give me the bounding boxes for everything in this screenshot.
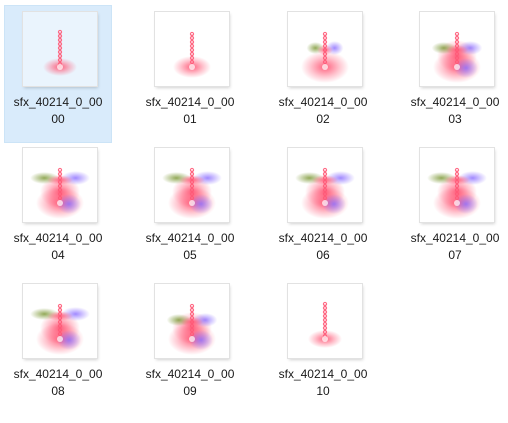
image-thumbnail-icon [420, 148, 494, 222]
file-name[interactable]: sfx_40214_0_00 03 [402, 94, 508, 128]
file-name[interactable]: sfx_40214_0_00 04 [5, 230, 111, 264]
file-item[interactable]: sfx_40214_0_00 00 [4, 5, 112, 143]
file-item[interactable]: sfx_40214_0_00 10 [270, 278, 376, 414]
file-name-line: 07 [448, 248, 462, 262]
file-item[interactable]: sfx_40214_0_00 04 [5, 142, 111, 278]
image-thumbnail-icon [155, 148, 229, 222]
file-item[interactable]: sfx_40214_0_00 02 [270, 6, 376, 142]
file-item[interactable]: sfx_40214_0_00 01 [137, 6, 243, 142]
file-name-line: 05 [183, 248, 197, 262]
file-name-line: sfx_40214_0_00 [410, 231, 500, 245]
file-item[interactable]: sfx_40214_0_00 09 [137, 278, 243, 414]
file-name-line: 04 [51, 248, 65, 262]
image-thumbnail-icon [155, 284, 229, 358]
image-thumbnail-icon [23, 284, 97, 358]
file-name[interactable]: sfx_40214_0_00 00 [5, 94, 111, 128]
image-thumbnail-icon [23, 148, 97, 222]
file-name[interactable]: sfx_40214_0_00 01 [137, 94, 243, 128]
file-name-line: sfx_40214_0_00 [278, 95, 368, 109]
file-item[interactable]: sfx_40214_0_00 07 [402, 142, 508, 278]
image-thumbnail-icon [420, 12, 494, 86]
file-name-line: 01 [183, 112, 197, 126]
image-thumbnail-icon [288, 148, 362, 222]
file-name-line: sfx_40214_0_00 [145, 95, 235, 109]
file-name[interactable]: sfx_40214_0_00 05 [137, 230, 243, 264]
file-name[interactable]: sfx_40214_0_00 06 [270, 230, 376, 264]
image-thumbnail-icon [288, 284, 362, 358]
file-name-line: 03 [448, 112, 462, 126]
file-name[interactable]: sfx_40214_0_00 08 [5, 366, 111, 400]
file-name-line: 06 [316, 248, 330, 262]
image-thumbnail-icon [23, 12, 97, 86]
file-name-line: sfx_40214_0_00 [410, 95, 500, 109]
file-name-line: 00 [51, 112, 65, 126]
file-item[interactable]: sfx_40214_0_00 03 [402, 6, 508, 142]
file-name[interactable]: sfx_40214_0_00 10 [270, 366, 376, 400]
image-thumbnail-icon [155, 12, 229, 86]
file-name-line: 02 [316, 112, 330, 126]
file-name[interactable]: sfx_40214_0_00 02 [270, 94, 376, 128]
file-name-line: sfx_40214_0_00 [278, 231, 368, 245]
file-name-line: sfx_40214_0_00 [145, 231, 235, 245]
file-name-line: 09 [183, 384, 197, 398]
file-name-line: sfx_40214_0_00 [278, 367, 368, 381]
file-name-line: 10 [316, 384, 330, 398]
file-name-line: 08 [51, 384, 65, 398]
file-item[interactable]: sfx_40214_0_00 08 [5, 278, 111, 414]
file-name-line: sfx_40214_0_00 [145, 367, 235, 381]
file-name[interactable]: sfx_40214_0_00 07 [402, 230, 508, 264]
file-name[interactable]: sfx_40214_0_00 09 [137, 366, 243, 400]
image-thumbnail-icon [288, 12, 362, 86]
file-item[interactable]: sfx_40214_0_00 05 [137, 142, 243, 278]
file-name-line: sfx_40214_0_00 [13, 95, 103, 109]
file-item[interactable]: sfx_40214_0_00 06 [270, 142, 376, 278]
file-name-line: sfx_40214_0_00 [13, 367, 103, 381]
file-name-line: sfx_40214_0_00 [13, 231, 103, 245]
